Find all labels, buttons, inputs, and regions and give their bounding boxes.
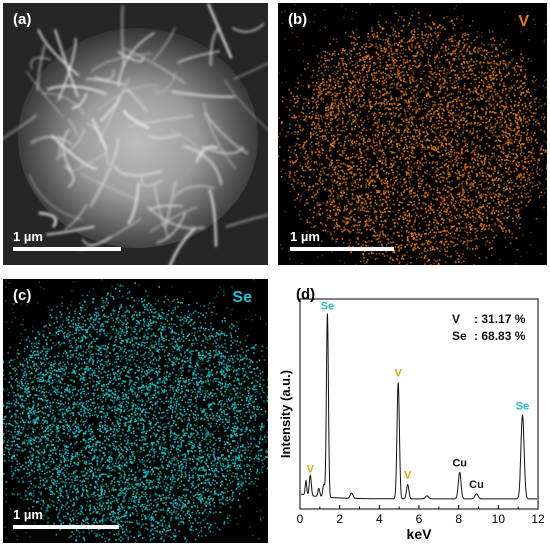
element-label-v: V (518, 13, 529, 30)
peak-label: V (404, 470, 412, 482)
composition-value: 31.17 % (481, 312, 526, 326)
x-tick-label: 2 (336, 512, 343, 526)
x-tick-label: 6 (416, 512, 423, 526)
panel-label-a: (a) (13, 11, 32, 28)
x-tick-label: 10 (492, 512, 506, 526)
x-axis-label: keV (407, 526, 433, 542)
peak-label: Se (321, 300, 334, 312)
eds-spectrum-panel: (d) 0 2 4 6 8 10 12 keV Intensity (a.u.) V Se V V Cu C… (270, 279, 548, 543)
spectrum-line (300, 313, 537, 500)
sem-image-panel: (a) 1 µm (3, 3, 268, 265)
scale-label-a: 1 µm (13, 229, 43, 244)
peak-label: Cu (452, 457, 467, 469)
peak-label: V (307, 464, 315, 476)
y-axis-label: Intensity (a.u.) (278, 370, 293, 458)
scale-bar-c (13, 525, 119, 529)
se-elemental-map (3, 279, 268, 543)
x-tick-label: 4 (376, 512, 383, 526)
x-tick-label: 12 (531, 512, 545, 526)
x-tick-label: 0 (297, 512, 304, 526)
composition-element: Se (452, 329, 467, 343)
panel-label-b: (b) (288, 11, 308, 28)
composition-row: V: 31.17 % (452, 312, 526, 326)
peak-label: Se (516, 400, 529, 412)
scale-label-c: 1 µm (13, 507, 43, 522)
composition-value: 68.83 % (481, 329, 526, 343)
scale-label-b: 1 µm (290, 229, 320, 244)
x-tick-label: 8 (455, 512, 462, 526)
composition-row: Se: 68.83 % (452, 329, 526, 343)
se-map-panel: (c) Se 1 µm (3, 279, 268, 543)
v-map-panel: (b) V 1 µm (278, 3, 547, 265)
sem-micrograph (3, 3, 268, 265)
v-elemental-map (278, 3, 547, 265)
panel-label-d: (d) (296, 286, 316, 303)
composition-box: V: 31.17 % Se: 68.83 % (452, 311, 525, 345)
composition-element: V (452, 312, 461, 326)
element-label-se: Se (232, 289, 252, 306)
panel-label-c: (c) (13, 287, 32, 304)
peak-label: Cu (469, 479, 484, 491)
peak-label: V (395, 368, 403, 380)
scale-bar-a (13, 247, 121, 251)
scale-bar-b (290, 247, 394, 251)
